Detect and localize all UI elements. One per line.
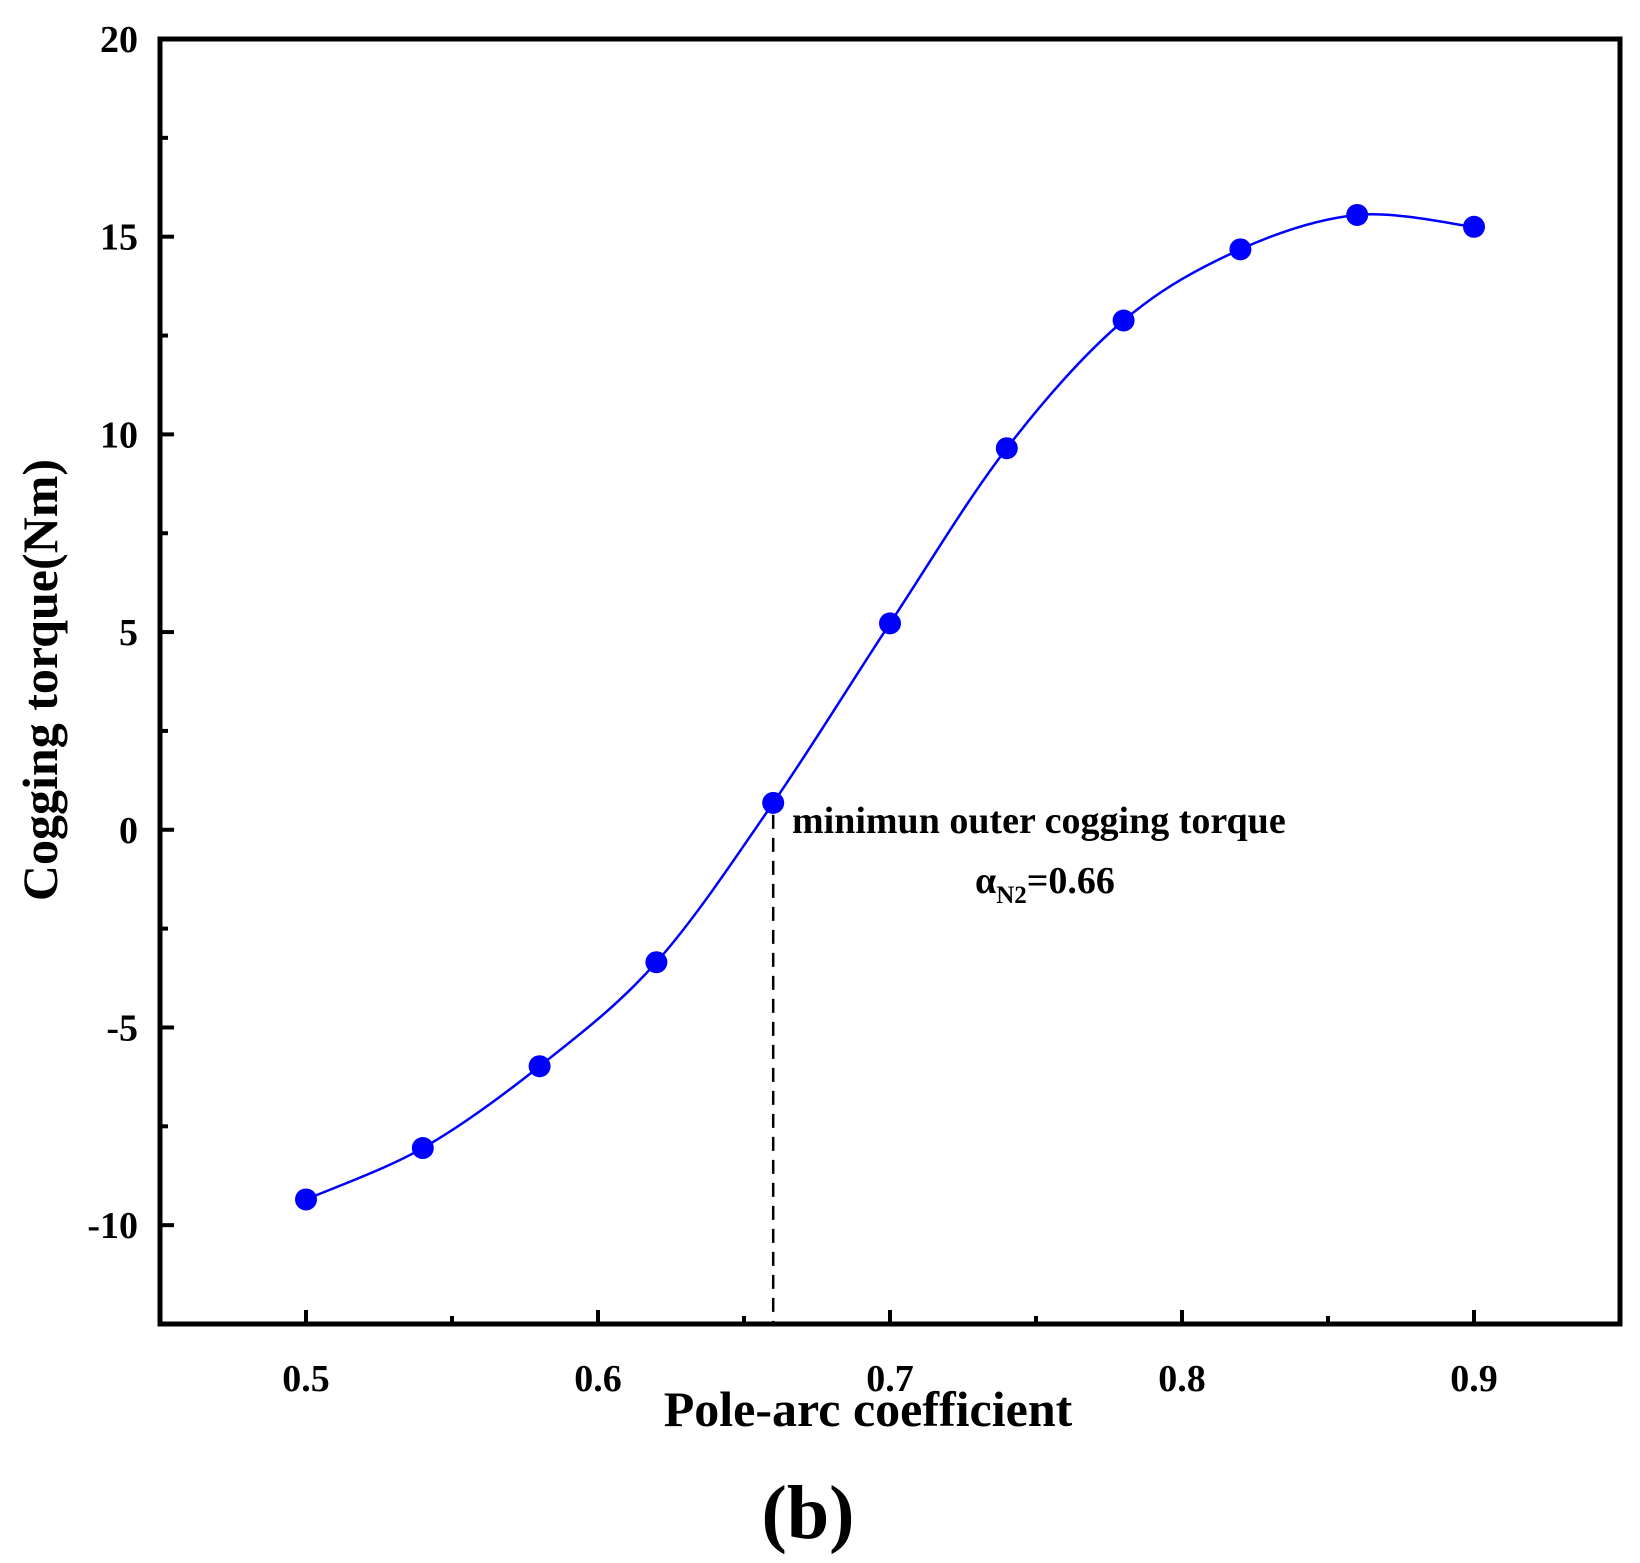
y-tick-label: -10 (87, 1205, 138, 1247)
x-tick-label: 0.8 (1158, 1358, 1206, 1400)
data-point (528, 1055, 551, 1078)
data-points (295, 203, 1485, 1211)
x-tick-label: 0.7 (866, 1358, 914, 1400)
data-point (1229, 238, 1252, 261)
x-axis-title: Pole-arc coefficient (664, 1381, 1073, 1437)
y-axis-title: Cogging torque(Nm) (12, 459, 68, 901)
data-point (295, 1188, 317, 1211)
data-point (1112, 309, 1135, 332)
alpha-subscript: N2 (996, 882, 1027, 909)
data-point (762, 791, 785, 814)
panel-label: (b) (762, 1471, 855, 1555)
data-point (411, 1137, 434, 1160)
x-tick-label: 0.6 (574, 1358, 622, 1400)
series-line (305, 213, 1475, 1201)
y-tick-label: 15 (100, 217, 138, 259)
data-point (645, 951, 668, 974)
annotation-text: minimun outer cogging torque (792, 800, 1286, 842)
y-tick-label: 10 (100, 414, 138, 456)
data-point (1346, 203, 1369, 226)
alpha-symbol: α (975, 860, 996, 902)
data-point (879, 612, 901, 635)
alpha-value: =0.66 (1027, 860, 1115, 902)
y-axis-ticks: -10 -5 0 5 10 15 20 (87, 19, 174, 1247)
y-tick-label: -5 (106, 1007, 138, 1049)
data-point (995, 437, 1018, 460)
y-tick-label: 20 (100, 19, 138, 61)
plot-frame (157, 36, 1623, 1327)
y-tick-label: 0 (119, 810, 138, 852)
alpha-annotation: αN2=0.66 (975, 860, 1115, 909)
y-tick-label: 5 (119, 612, 138, 654)
data-point (1463, 215, 1485, 238)
x-tick-label: 0.9 (1450, 1358, 1498, 1400)
x-axis-ticks: 0.5 0.6 0.7 0.8 0.9 (282, 1310, 1498, 1400)
x-tick-label: 0.5 (282, 1358, 330, 1400)
